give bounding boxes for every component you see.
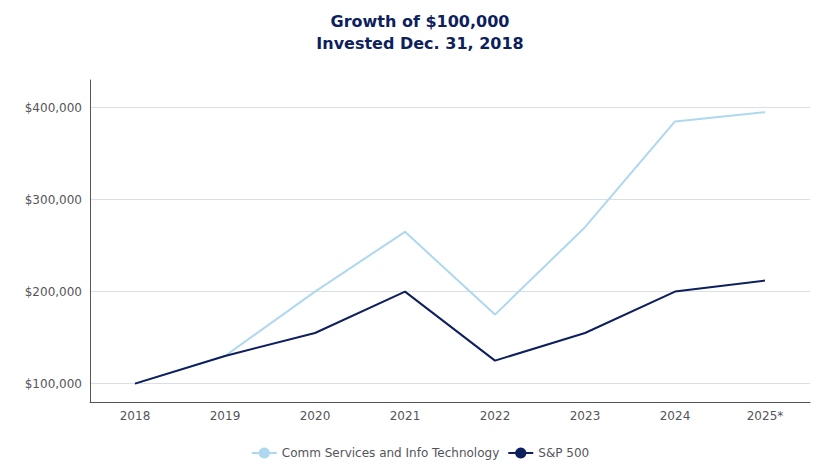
svg-text:$100,000: $100,000: [25, 377, 82, 391]
svg-text:2018: 2018: [120, 409, 151, 423]
svg-text:2022: 2022: [480, 409, 511, 423]
svg-text:2023: 2023: [570, 409, 601, 423]
svg-text:S&P 500: S&P 500: [538, 446, 589, 460]
svg-text:2025*: 2025*: [747, 409, 784, 423]
svg-text:2021: 2021: [390, 409, 421, 423]
svg-text:Invested Dec. 31, 2018: Invested Dec. 31, 2018: [316, 34, 523, 53]
svg-text:2020: 2020: [300, 409, 331, 423]
svg-text:2024: 2024: [660, 409, 691, 423]
svg-text:2019: 2019: [210, 409, 241, 423]
svg-text:Growth of $100,000: Growth of $100,000: [331, 12, 510, 31]
svg-text:$200,000: $200,000: [25, 285, 82, 299]
svg-text:Comm Services and Info Technol: Comm Services and Info Technology: [282, 446, 499, 460]
svg-text:$400,000: $400,000: [25, 101, 82, 115]
svg-text:$300,000: $300,000: [25, 193, 82, 207]
